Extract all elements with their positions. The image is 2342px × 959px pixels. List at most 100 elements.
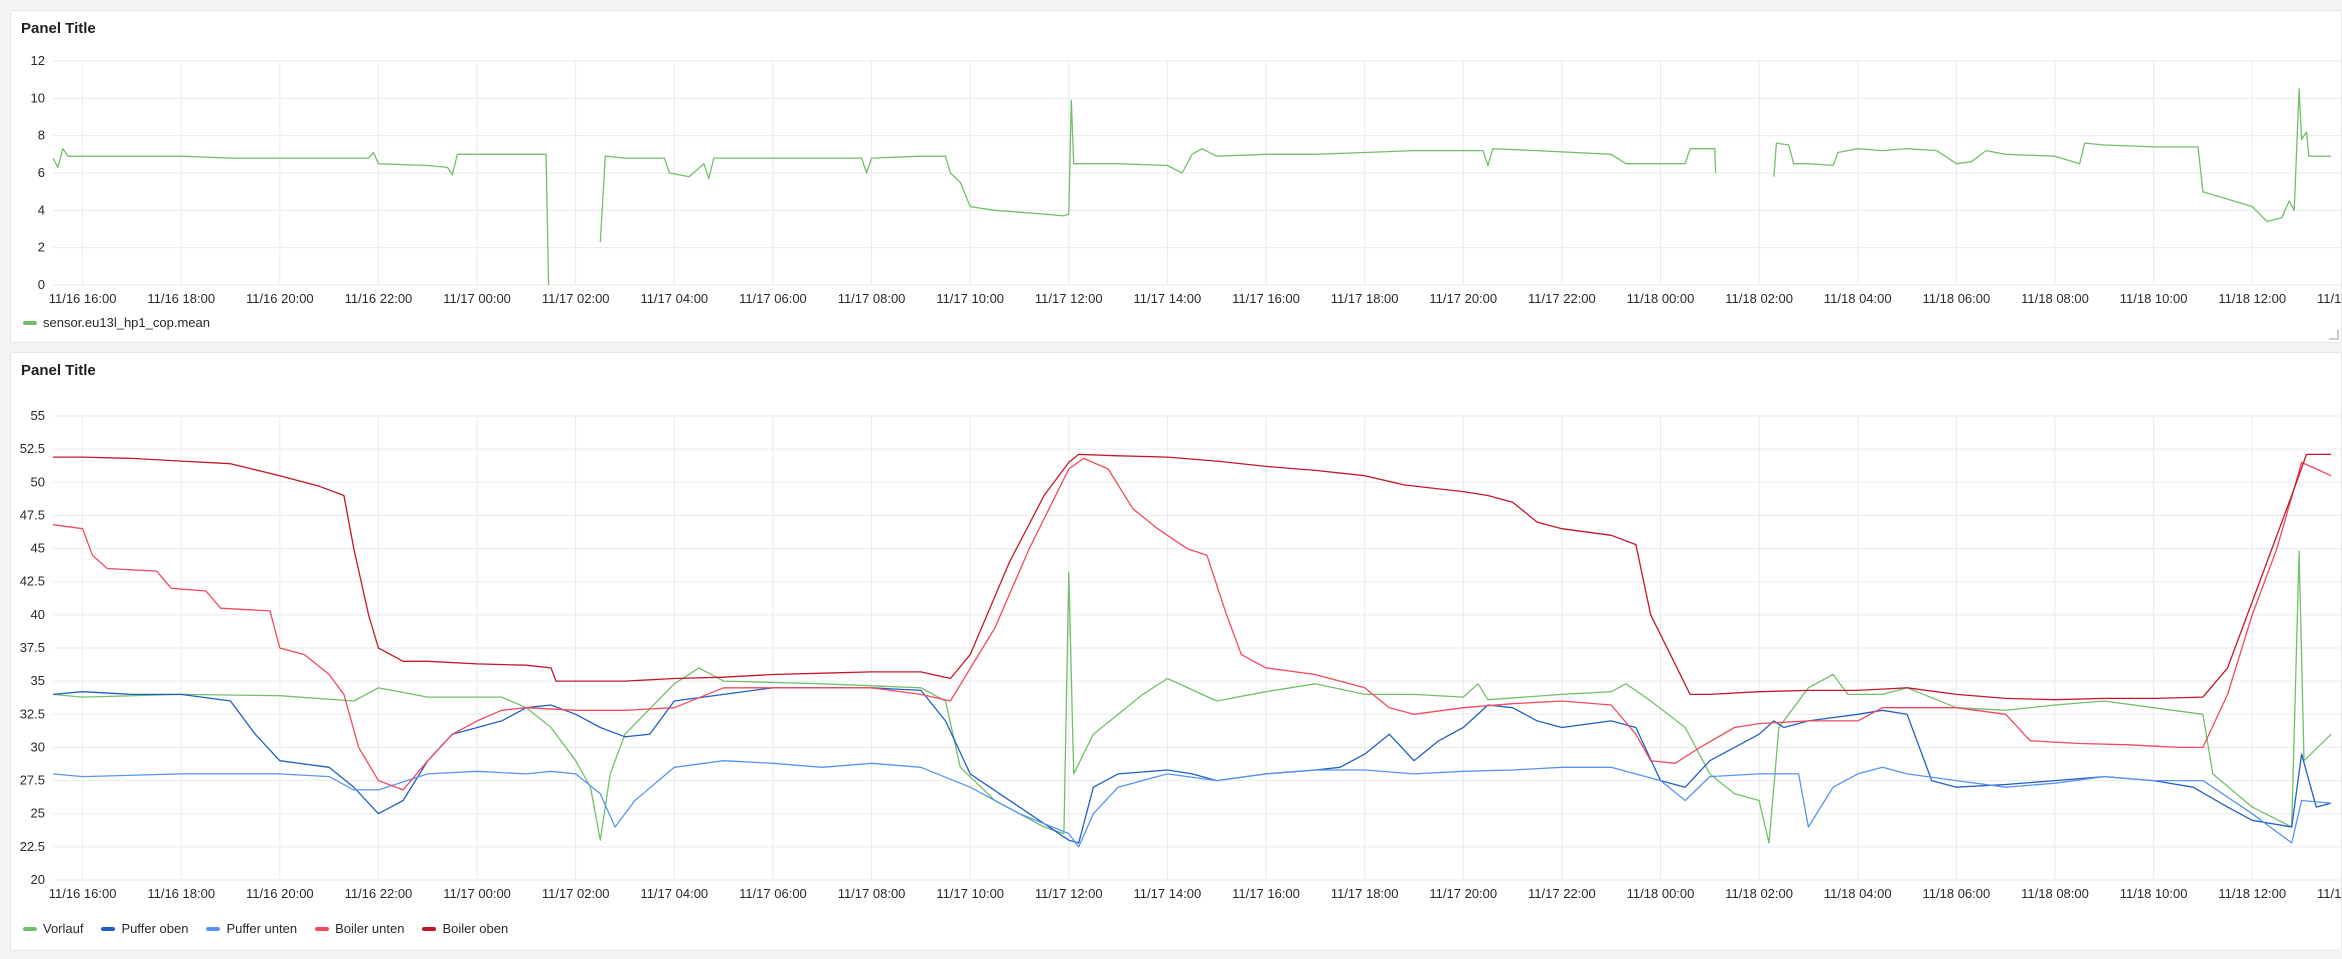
legend: sensor.eu13l_hp1_cop.mean — [23, 315, 210, 330]
panel-title: Panel Title — [21, 362, 96, 379]
legend-label: Boiler oben — [442, 921, 509, 936]
x-tick-label: 11/17 08:00 — [838, 886, 906, 901]
x-tick-label: 11/18 14:00 — [2317, 886, 2341, 901]
x-tick-label: 11/17 06:00 — [739, 291, 807, 306]
x-tick-label: 11/17 18:00 — [1331, 291, 1399, 306]
y-tick-label: 10 — [31, 90, 45, 105]
legend-item-boiler-unten[interactable]: Boiler unten — [315, 921, 404, 936]
x-tick-label: 11/17 08:00 — [838, 291, 906, 306]
x-tick-label: 11/17 10:00 — [936, 291, 1004, 306]
x-tick-label: 11/18 10:00 — [2120, 886, 2188, 901]
x-tick-label: 11/17 00:00 — [443, 886, 511, 901]
series-line-puffer-oben — [52, 687, 2332, 844]
y-tick-label: 35 — [31, 673, 45, 688]
x-tick-label: 11/17 02:00 — [542, 886, 610, 901]
x-tick-label: 11/18 06:00 — [1923, 291, 1991, 306]
x-tick-label: 11/18 06:00 — [1923, 886, 1991, 901]
x-tick-label: 11/18 00:00 — [1627, 291, 1695, 306]
x-tick-label: 11/18 08:00 — [2021, 291, 2089, 306]
x-tick-label: 11/17 04:00 — [640, 886, 708, 901]
temperature-chart[interactable]: 20 22.5 25 27.5 30 32.5 35 37.5 40 42.5 45 47.5 50 52… — [11, 353, 2341, 950]
x-tick-label: 11/17 20:00 — [1429, 291, 1497, 306]
legend-label: sensor.eu13l_hp1_cop.mean — [43, 315, 210, 330]
legend-item-cop[interactable]: sensor.eu13l_hp1_cop.mean — [23, 315, 210, 330]
y-tick-label: 37.5 — [20, 640, 45, 655]
x-tick-label: 11/16 16:00 — [49, 886, 117, 901]
x-tick-label: 11/17 04:00 — [640, 291, 708, 306]
y-tick-label: 6 — [38, 165, 45, 180]
y-tick-label: 52.5 — [20, 441, 45, 456]
legend-item-puffer-oben[interactable]: Puffer oben — [101, 921, 188, 936]
x-tick-label: 11/18 04:00 — [1824, 886, 1892, 901]
x-tick-label: 11/16 18:00 — [147, 886, 215, 901]
legend-swatch — [23, 320, 37, 325]
x-tick-label: 11/17 10:00 — [936, 886, 1004, 901]
y-tick-label: 30 — [31, 739, 45, 754]
temperature-panel: Panel Title 20 22.5 25 27.5 30 32.5 35 37.5 40 42… — [10, 352, 2342, 951]
legend-label: Boiler unten — [335, 921, 405, 936]
y-tick-label: 40 — [31, 607, 45, 622]
x-tick-label: 11/16 20:00 — [246, 886, 314, 901]
legend-item-vorlauf[interactable]: Vorlauf — [23, 921, 83, 936]
cop-panel: Panel Title 0 2 4 6 8 10 12 11/16 16:00 11/16 18… — [10, 10, 2342, 343]
y-tick-label: 20 — [31, 872, 45, 887]
x-tick-label: 11/18 12:00 — [2218, 291, 2286, 306]
legend-swatch — [206, 926, 221, 931]
series-line-puffer-unten — [52, 760, 2332, 848]
legend-swatch — [422, 926, 437, 931]
legend-label: Vorlauf — [43, 921, 84, 936]
y-tick-label: 22.5 — [20, 839, 45, 854]
x-tick-label: 11/18 02:00 — [1725, 886, 1793, 901]
x-tick-label: 11/18 02:00 — [1725, 291, 1793, 306]
x-tick-label: 11/17 00:00 — [443, 291, 511, 306]
x-tick-label: 11/17 06:00 — [739, 886, 807, 901]
y-tick-label: 0 — [38, 277, 45, 292]
x-tick-label: 11/18 14:00 — [2317, 291, 2341, 306]
cop-chart[interactable]: 0 2 4 6 8 10 12 11/16 16:00 11/16 18:00 11/16 20:… — [11, 11, 2341, 342]
x-tick-label: 11/17 22:00 — [1528, 291, 1596, 306]
x-tick-label: 11/18 08:00 — [2021, 886, 2089, 901]
resize-handle[interactable] — [2329, 330, 2339, 340]
legend-swatch — [23, 926, 37, 931]
x-tick-label: 11/18 12:00 — [2218, 886, 2286, 901]
x-tick-label: 11/16 16:00 — [49, 291, 117, 306]
y-tick-label: 12 — [31, 53, 45, 68]
x-tick-label: 11/16 18:00 — [147, 291, 215, 306]
x-tick-label: 11/17 02:00 — [542, 291, 610, 306]
x-tick-label: 11/17 16:00 — [1232, 886, 1300, 901]
y-tick-label: 45 — [31, 541, 45, 556]
panel-title: Panel Title — [21, 20, 96, 37]
x-tick-label: 11/17 18:00 — [1331, 886, 1399, 901]
x-tick-label: 11/16 22:00 — [345, 291, 413, 306]
x-tick-label: 11/18 00:00 — [1627, 886, 1695, 901]
grid — [53, 415, 2341, 881]
legend-swatch — [315, 926, 330, 931]
y-tick-label: 55 — [31, 408, 45, 423]
x-tick-label: 11/16 22:00 — [345, 886, 413, 901]
x-tick-label: 11/18 10:00 — [2120, 291, 2188, 306]
y-tick-label: 25 — [31, 806, 45, 821]
legend-label: Puffer oben — [121, 921, 189, 936]
y-tick-label: 42.5 — [20, 574, 45, 589]
x-tick-label: 11/17 12:00 — [1035, 291, 1103, 306]
series-line-sensor-eu13l-hp1-cop-mean — [52, 88, 2332, 286]
x-tick-label: 11/17 12:00 — [1035, 886, 1103, 901]
y-tick-label: 47.5 — [20, 507, 45, 522]
y-tick-label: 8 — [38, 128, 45, 143]
legend-label: Puffer unten — [226, 921, 298, 936]
y-tick-label: 2 — [38, 240, 45, 255]
y-tick-label: 27.5 — [20, 773, 45, 788]
x-tick-label: 11/17 14:00 — [1134, 291, 1202, 306]
x-tick-label: 11/17 16:00 — [1232, 291, 1300, 306]
series-line-boiler-oben — [53, 453, 2332, 701]
series-line-vorlauf — [52, 550, 2332, 844]
legend-item-boiler-oben[interactable]: Boiler oben — [422, 921, 508, 936]
legend-swatch — [101, 926, 116, 931]
y-tick-label: 4 — [38, 202, 45, 217]
x-tick-label: 11/17 20:00 — [1429, 886, 1497, 901]
x-tick-label: 11/17 22:00 — [1528, 886, 1596, 901]
y-tick-label: 32.5 — [20, 706, 45, 721]
x-tick-label: 11/18 04:00 — [1824, 291, 1892, 306]
x-tick-label: 11/17 14:00 — [1134, 886, 1202, 901]
legend-item-puffer-unten[interactable]: Puffer unten — [206, 921, 297, 936]
